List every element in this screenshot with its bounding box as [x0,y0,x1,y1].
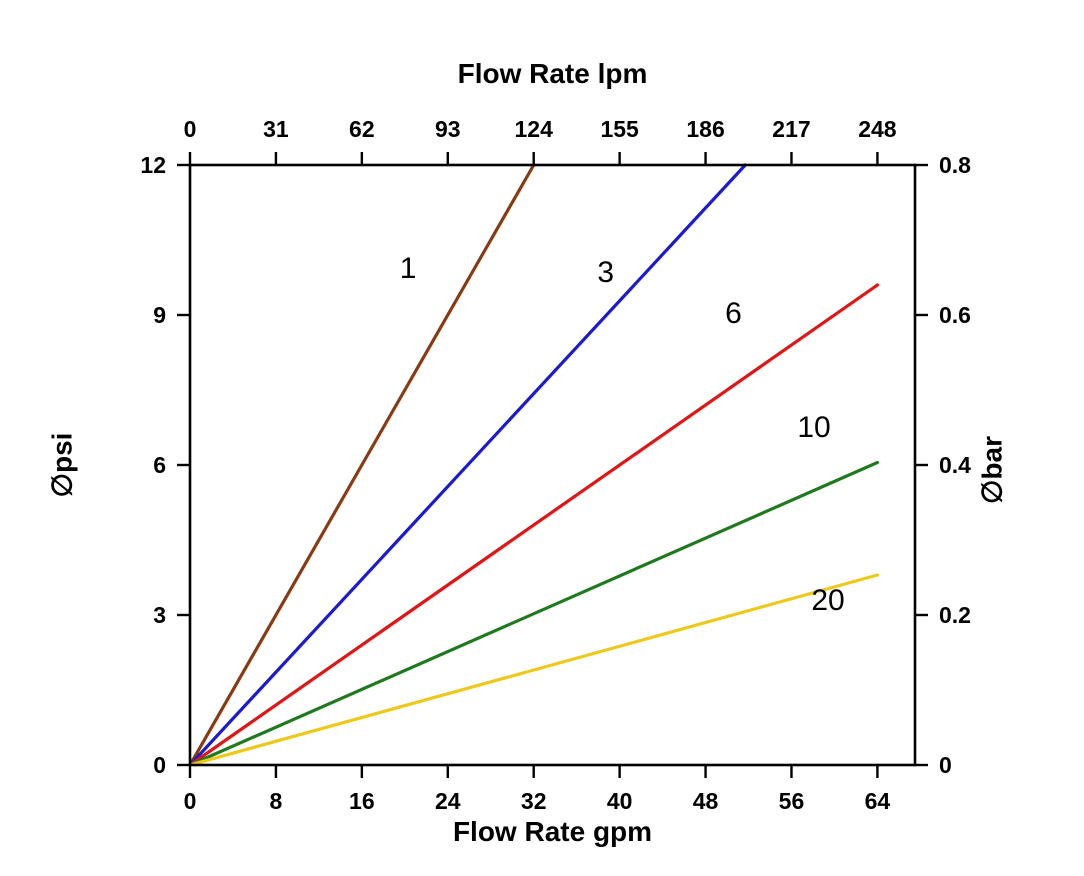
y-tick-label-right: 0.4 [939,452,971,478]
curve-label-1: 1 [400,252,417,285]
x-tick-label-bottom: 8 [270,788,283,814]
curve-line-20 [188,573,880,767]
curve-line-1 [188,163,536,767]
y-tick-label-left: 12 [140,152,166,178]
x-tick-label-bottom: 40 [607,788,633,814]
top-axis-title: Flow Rate lpm [457,58,648,89]
y-tick-label-left: 6 [153,452,166,478]
y-tick-label-right: 0.8 [939,152,971,178]
x-tick-label-bottom: 0 [184,788,197,814]
x-tick-label-top: 124 [515,116,554,142]
x-tick-label-top: 248 [858,116,897,142]
curve-label-6: 6 [725,297,742,330]
x-tick-label-top: 186 [686,116,724,142]
plot-box [188,163,917,767]
x-tick-label-bottom: 64 [865,788,891,814]
curve-label-20: 20 [811,584,844,617]
x-tick-label-top: 93 [435,116,461,142]
bottom-axis-title: Flow Rate gpm [452,816,653,847]
x-tick-label-bottom: 24 [435,788,461,814]
y-tick-label-right: 0 [939,752,952,778]
curve-line-6 [188,283,880,767]
curve-label-10: 10 [797,411,830,444]
x-tick-label-top: 217 [772,116,810,142]
curve-line-3 [188,163,747,767]
x-tick-label-bottom: 16 [349,788,375,814]
y-tick-label-left: 3 [153,602,166,628]
y-tick-label-right: 0.2 [939,602,971,628]
y-tick-label-right: 0.6 [939,302,971,328]
x-tick-label-bottom: 48 [693,788,719,814]
x-tick-label-bottom: 32 [521,788,547,814]
curve-line-10 [188,460,880,767]
x-tick-label-top: 31 [263,116,289,142]
x-tick-label-top: 0 [184,116,197,142]
curve-label-3: 3 [597,256,614,289]
x-tick-label-bottom: 56 [779,788,805,814]
x-tick-label-top: 62 [349,116,375,142]
x-tick-label-top: 155 [600,116,639,142]
y-tick-label-left: 9 [153,302,166,328]
y-tick-label-left: 0 [153,752,166,778]
